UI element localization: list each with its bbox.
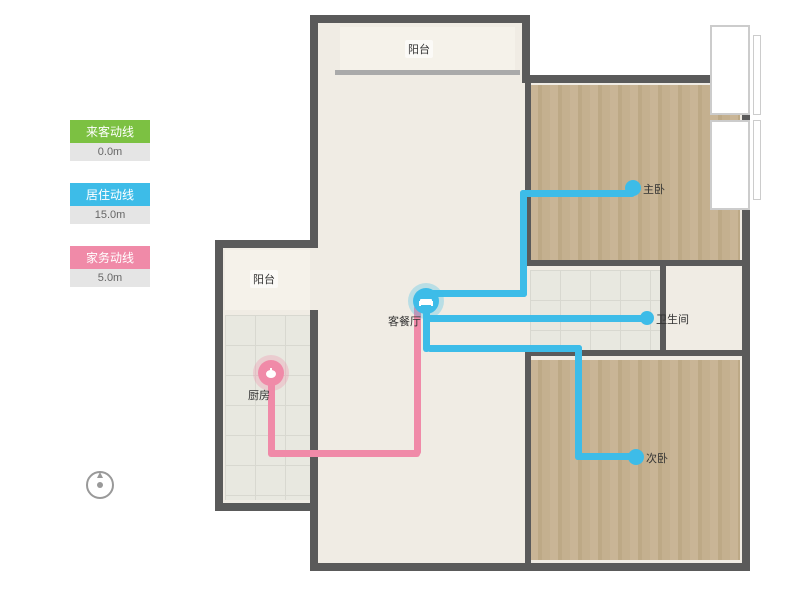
wall [310, 310, 318, 508]
wall [660, 266, 666, 352]
wall [525, 260, 745, 266]
living-path [575, 345, 582, 460]
living-path [427, 345, 582, 352]
wall [310, 503, 318, 568]
floorplan: 阳台 阳台 [210, 15, 765, 570]
label-master-bedroom: 主卧 [643, 181, 665, 197]
pot-icon [264, 366, 278, 380]
legend-label: 居住动线 [70, 183, 150, 206]
label-living: 客餐厅 [388, 313, 421, 329]
label-second-bedroom: 次卧 [646, 450, 668, 466]
living-path [575, 453, 635, 460]
legend-item-guest: 来客动线 0.0m [70, 120, 150, 161]
legend-value: 15.0m [70, 206, 150, 224]
legend-item-living: 居住动线 15.0m [70, 183, 150, 224]
wall [310, 15, 530, 23]
wall [215, 240, 223, 508]
legend-item-chore: 家务动线 5.0m [70, 246, 150, 287]
label-balcony-top: 阳台 [405, 40, 433, 58]
room-bathroom [530, 270, 660, 350]
node-living [413, 288, 439, 314]
window [753, 35, 761, 115]
wall [525, 355, 531, 565]
chore-path [270, 450, 420, 457]
living-path [427, 315, 647, 322]
wall [215, 503, 318, 511]
label-kitchen: 厨房 [248, 387, 270, 403]
room-master-bedroom [530, 85, 740, 260]
window [753, 120, 761, 200]
living-path [520, 190, 527, 297]
legend-value: 0.0m [70, 143, 150, 161]
wall [522, 15, 530, 83]
legend-value: 5.0m [70, 269, 150, 287]
wall [310, 15, 318, 245]
legend-label: 家务动线 [70, 246, 150, 269]
node-kitchen [258, 360, 284, 386]
sofa-icon [418, 293, 434, 309]
living-path [520, 190, 635, 197]
compass-icon [85, 470, 115, 500]
wall [335, 70, 520, 75]
legend-label: 来客动线 [70, 120, 150, 143]
node-bathroom [640, 311, 654, 325]
legend: 来客动线 0.0m 居住动线 15.0m 家务动线 5.0m [70, 120, 150, 309]
wall [215, 240, 318, 248]
window [710, 120, 750, 210]
node-master-bedroom [625, 180, 641, 196]
node-second-bedroom [628, 449, 644, 465]
label-bathroom: 卫生间 [656, 311, 689, 327]
label-balcony-left: 阳台 [250, 270, 278, 288]
window [710, 25, 750, 115]
